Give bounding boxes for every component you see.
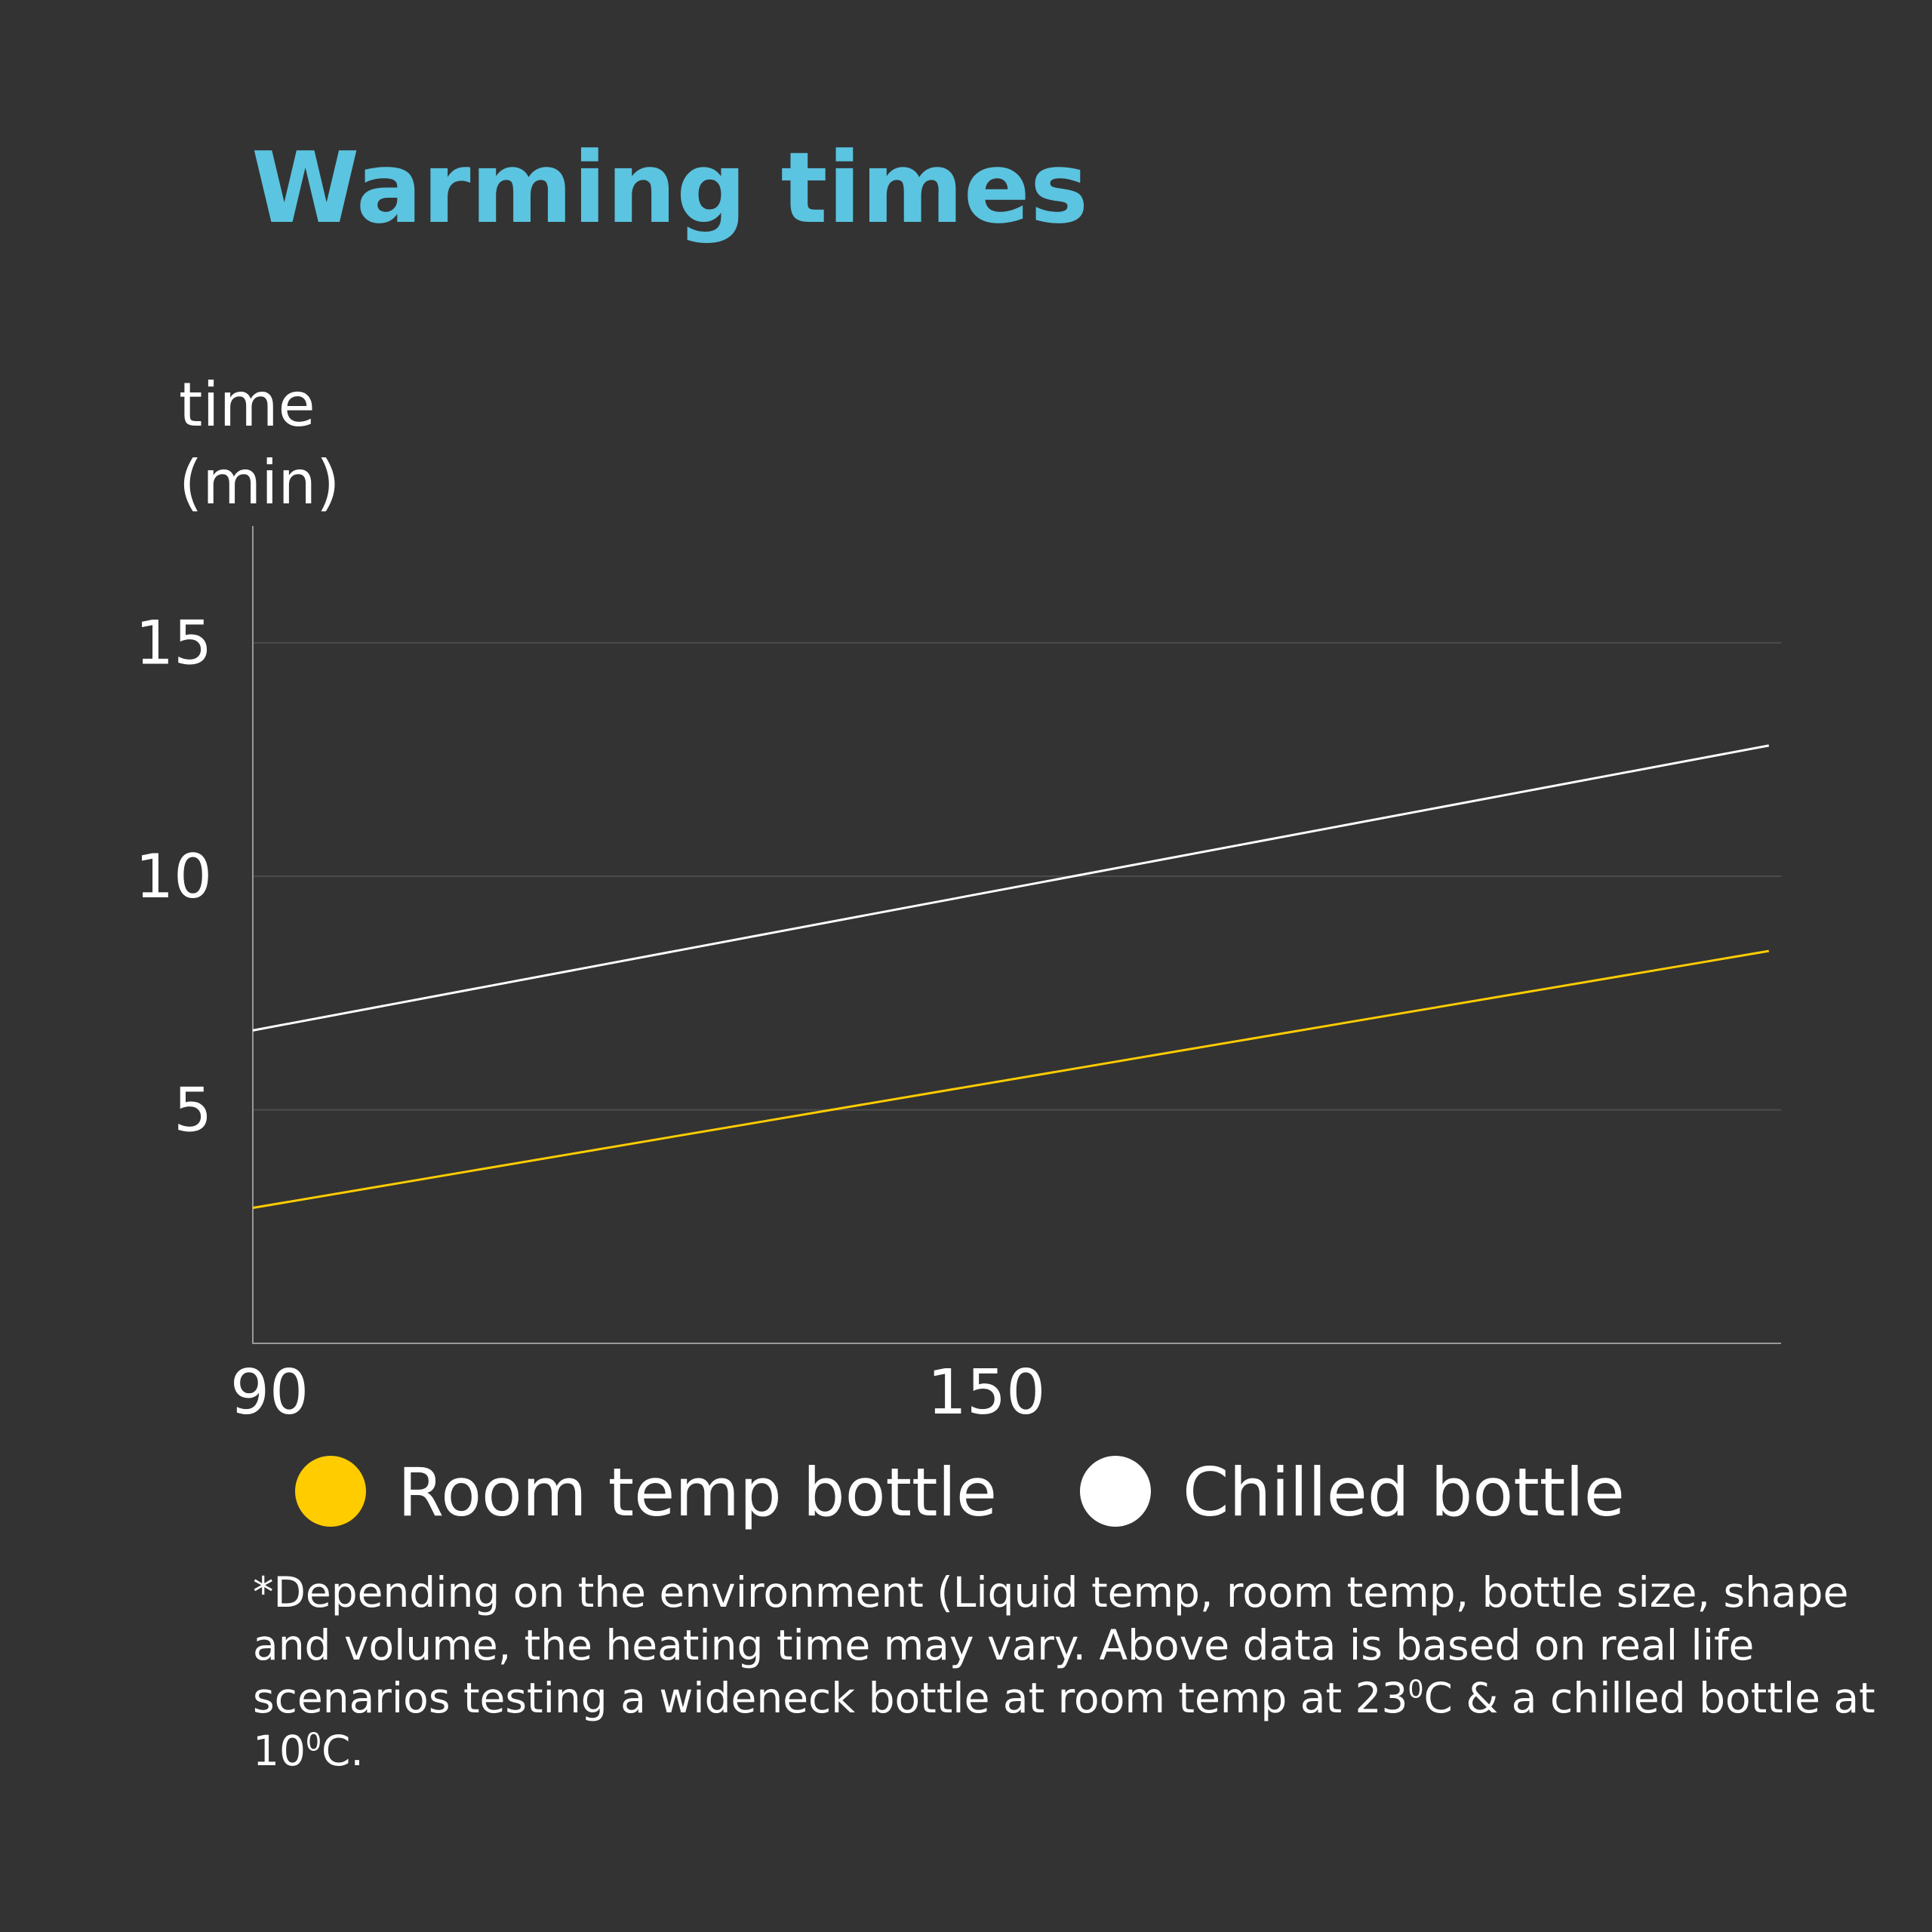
- y-tick-label: 15: [135, 608, 212, 678]
- legend-label: Chilled bottle: [1183, 1454, 1625, 1531]
- data-line: [252, 949, 1770, 1210]
- chart-title: Warming times: [251, 131, 1088, 245]
- footnote-text: *Depending on the environment (Liquid te…: [253, 1568, 1849, 1722]
- legend-marker: [295, 1456, 366, 1527]
- footnote: *Depending on the environment (Liquid te…: [253, 1566, 1883, 1777]
- y-axis-label: (min): [179, 448, 340, 518]
- legend-marker: [1080, 1456, 1151, 1527]
- data-line: [252, 744, 1770, 1032]
- footnote-sup: 0: [306, 1727, 321, 1757]
- x-tick-label: 150: [928, 1357, 1046, 1429]
- y-axis-label: time: [179, 370, 315, 440]
- x-tick-label: 90: [230, 1357, 309, 1429]
- legend-label: Room temp bottle: [398, 1454, 997, 1531]
- footnote-text: C.: [321, 1727, 364, 1775]
- footnote-text: C & a chilled bottle at 10: [253, 1674, 1875, 1775]
- y-tick-label: 5: [174, 1075, 212, 1146]
- footnote-sup: 0: [1407, 1674, 1424, 1704]
- y-tick-label: 10: [135, 841, 212, 912]
